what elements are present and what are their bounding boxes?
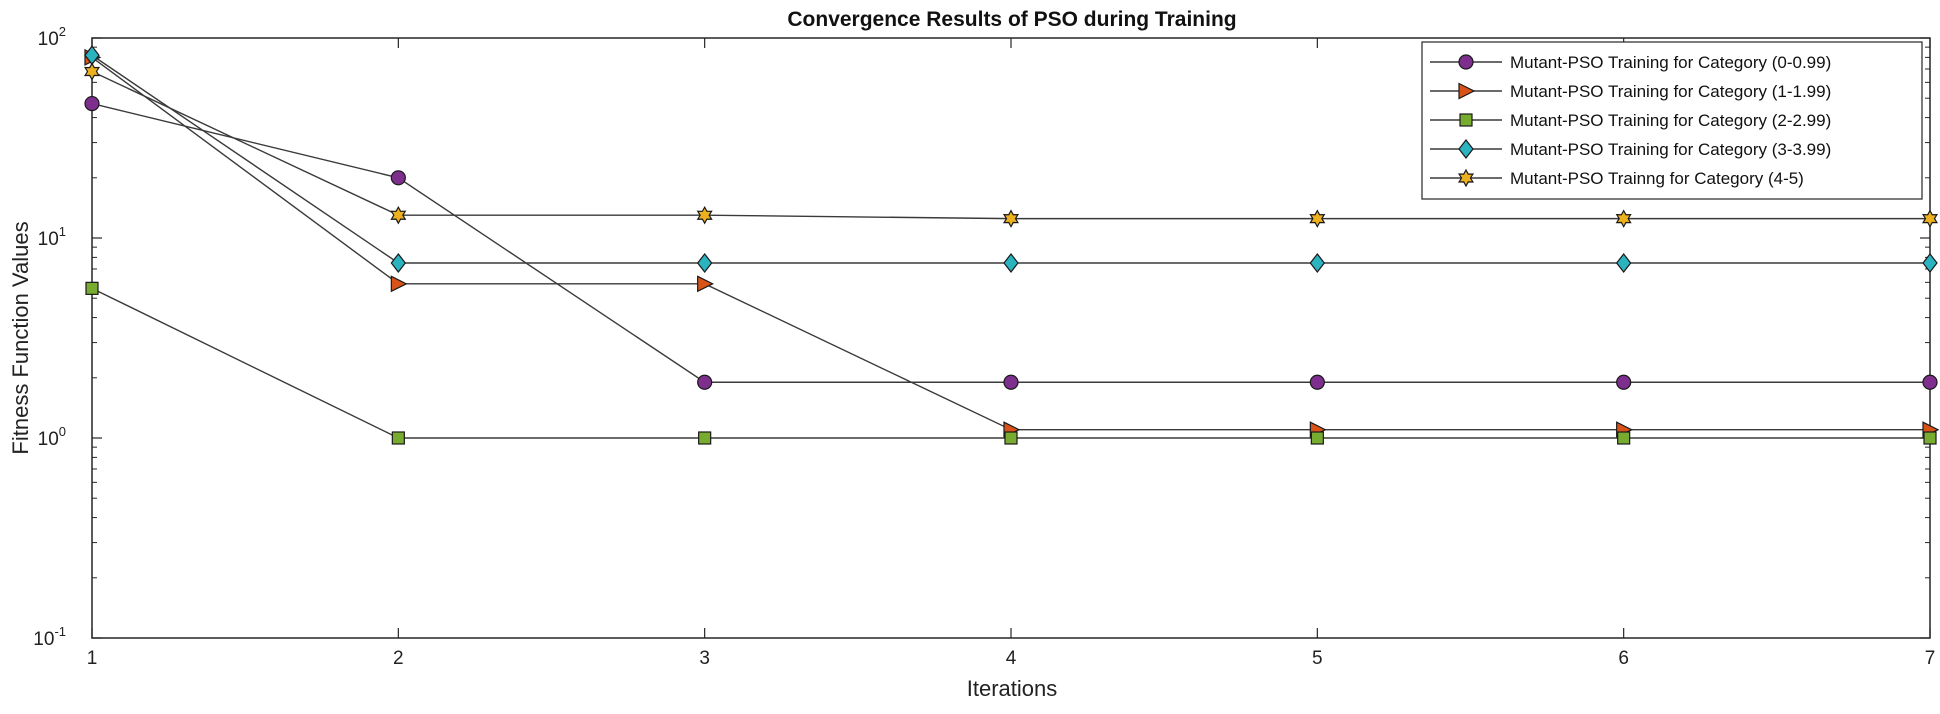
x-axis-title: Iterations [967, 676, 1058, 701]
data-point [1309, 253, 1326, 273]
data-point [1002, 209, 1020, 228]
series-4 [84, 45, 1938, 273]
y-tick-label: 100 [38, 424, 66, 450]
y-axis-title: Fitness Function Values [8, 221, 33, 454]
x-tick-label: 3 [699, 648, 710, 669]
y-tick-exponent: 2 [59, 24, 66, 39]
x-tick-label: 4 [1006, 648, 1017, 669]
legend-label: Mutant-PSO Training for Category (1-1.99… [1510, 82, 1831, 101]
legend-marker [1458, 139, 1474, 159]
data-point [85, 281, 99, 295]
data-point [1922, 374, 1938, 390]
y-tick-label: 101 [38, 224, 66, 250]
data-point [390, 205, 407, 225]
data-point [84, 95, 100, 112]
series-5 [83, 62, 1939, 228]
y-tick-exponent: 0 [59, 424, 66, 439]
data-point [390, 253, 407, 273]
series-1 [84, 95, 1938, 390]
legend-marker [1458, 82, 1476, 100]
x-tick-label: 7 [1925, 648, 1936, 669]
x-tick-label: 1 [87, 648, 98, 669]
data-point [1003, 374, 1019, 390]
data-point [1923, 431, 1937, 445]
data-point [1615, 209, 1632, 228]
data-point [1615, 253, 1632, 273]
data-point [83, 62, 101, 81]
data-point [1310, 431, 1324, 445]
data-point [1309, 209, 1326, 228]
legend-box [1421, 41, 1923, 200]
legend-label: Mutant-PSO Training for Category (3-3.99… [1510, 140, 1831, 159]
series-3 [85, 281, 1937, 445]
data-point [697, 374, 713, 390]
x-tick-label: 2 [393, 648, 404, 669]
y-tick-label: 102 [38, 24, 66, 50]
legend-label: Mutant-PSO Trainng for Category (4-5) [1510, 169, 1804, 188]
series-2 [84, 48, 1940, 439]
data-point [1309, 374, 1325, 390]
legend-marker [1458, 54, 1474, 70]
chart-title: Convergence Results of PSO during Traini… [787, 8, 1236, 31]
data-point [1004, 431, 1018, 445]
x-tick-label: 6 [1618, 648, 1629, 669]
data-point [390, 275, 408, 293]
data-point [696, 253, 713, 273]
data-point [390, 170, 406, 186]
y-tick-label: 10-1 [33, 624, 66, 650]
legend-label: Mutant-PSO Training for Category (0-0.99… [1510, 53, 1831, 72]
x-tick-label: 5 [1312, 648, 1323, 669]
legend-label: Mutant-PSO Training for Category (2-2.99… [1510, 111, 1831, 130]
data-point [1617, 431, 1631, 445]
series-layer [83, 45, 1940, 445]
data-point [697, 275, 715, 293]
data-point [696, 205, 713, 225]
legend-marker [1459, 113, 1473, 127]
data-point [1921, 209, 1939, 228]
legend-marker [1457, 168, 1475, 188]
data-point [1922, 253, 1938, 273]
data-point [698, 431, 712, 445]
y-tick-exponent: 1 [59, 224, 66, 239]
legend: Mutant-PSO Training for Category (0-0.99… [1421, 41, 1923, 200]
data-point [1616, 374, 1632, 390]
data-point [1003, 253, 1019, 273]
data-point [391, 431, 405, 445]
y-tick-exponent: -1 [54, 624, 66, 639]
